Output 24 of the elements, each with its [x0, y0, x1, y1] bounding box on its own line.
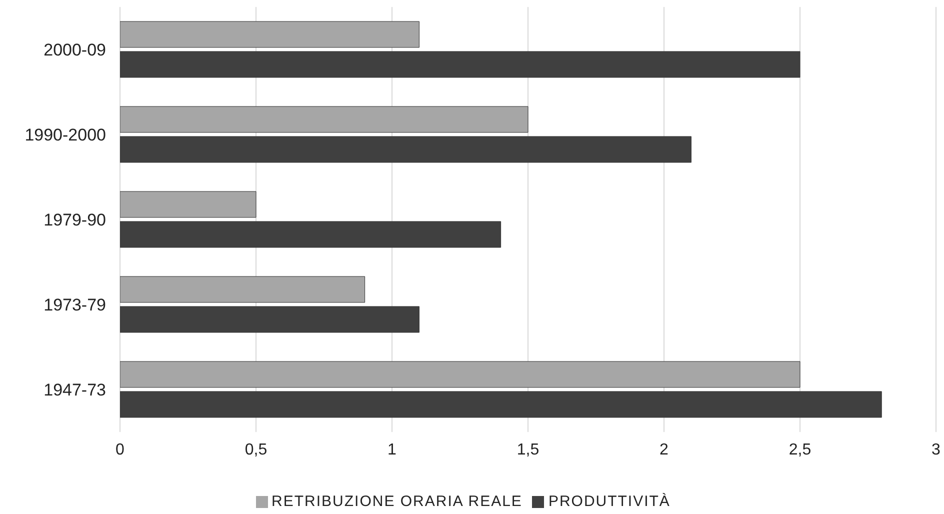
- y-tick-label: 1973-79: [44, 296, 106, 315]
- y-tick-label: 1990-2000: [24, 126, 106, 145]
- x-tick-label: 1,5: [516, 441, 540, 458]
- y-tick-label: 2000-09: [44, 40, 106, 60]
- bar: [120, 361, 800, 388]
- x-tick-label: 2: [660, 441, 669, 458]
- x-tick-label: 2,5: [788, 441, 812, 458]
- x-tick-label: 3: [932, 441, 941, 458]
- x-tick-label: 0: [116, 441, 125, 458]
- bar: [120, 51, 800, 78]
- bar: [120, 276, 366, 303]
- bar: [120, 136, 692, 163]
- legend-label: RETRIBUZIONE ORARIA REALE: [272, 493, 522, 510]
- x-tick-label: 0,5: [244, 441, 268, 458]
- bar: [120, 221, 502, 248]
- bar: [120, 306, 420, 333]
- bar: [120, 106, 528, 133]
- bar: [120, 21, 420, 48]
- legend-label: PRODUTTIVITÀ: [548, 493, 670, 510]
- x-tick-label: 1: [388, 441, 397, 458]
- y-tick-label: 1947-73: [44, 380, 106, 400]
- bar: [120, 391, 882, 418]
- bar: [120, 191, 256, 218]
- y-tick-label: 1979-90: [44, 210, 106, 230]
